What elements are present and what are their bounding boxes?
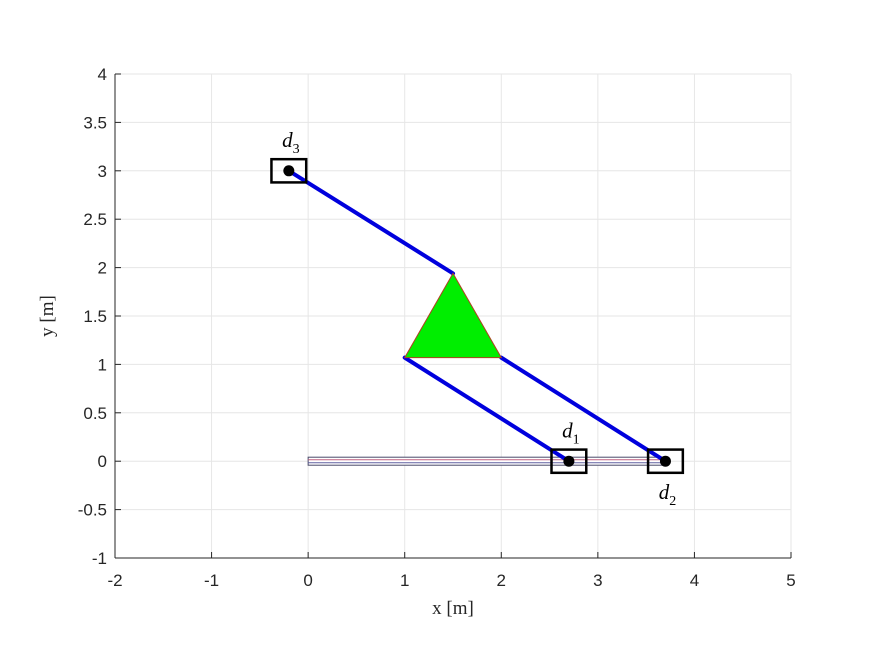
drive-box: [646, 448, 685, 475]
grid-lines: [114, 73, 792, 559]
drive-label: d3: [282, 128, 300, 157]
y-tick-label: 0: [98, 452, 107, 471]
drive-point: [283, 165, 295, 177]
x-tick-label: -2: [107, 571, 122, 590]
y-tick-label: 4: [98, 65, 107, 84]
plot-content: d1 d2 d3: [270, 128, 685, 509]
x-tick-label: 4: [690, 571, 699, 590]
y-tick-label: 3: [98, 162, 107, 181]
y-tick-label: 2.5: [83, 210, 107, 229]
y-tick-label: -1: [92, 549, 107, 568]
x-tick-label: 5: [786, 571, 795, 590]
y-tick-label: 3.5: [83, 113, 107, 132]
x-tick-label: 2: [497, 571, 506, 590]
x-tick-label: 0: [303, 571, 312, 590]
x-tick-label: -1: [204, 571, 219, 590]
y-tick-label: 2: [98, 259, 107, 278]
x-tick-label: 1: [400, 571, 409, 590]
tick-labels: -2 -1 0 1 2 3 4 5-1-0.500.511.522.533.54: [78, 65, 796, 590]
rail: [307, 456, 666, 466]
drive-box: [270, 157, 308, 184]
y-tick-label: 0.5: [83, 404, 107, 423]
x-axis-label: x [m]: [432, 598, 474, 619]
drive-box: [550, 448, 588, 475]
cable-line: [499, 355, 668, 464]
x-tick-label: 3: [593, 571, 602, 590]
drive-label: d2: [659, 480, 677, 509]
y-axis-label: y [m]: [37, 295, 58, 337]
cable-line: [402, 355, 571, 464]
drive-point: [563, 455, 575, 467]
axes: [114, 73, 792, 559]
y-tick-label: 1: [98, 355, 107, 374]
y-tick-label: 1.5: [83, 307, 107, 326]
cable-line: [286, 168, 455, 276]
y-tick-label: -0.5: [78, 501, 107, 520]
drive-point: [659, 455, 671, 467]
platform-triangle: [403, 272, 503, 359]
drive-label: d1: [562, 419, 580, 448]
